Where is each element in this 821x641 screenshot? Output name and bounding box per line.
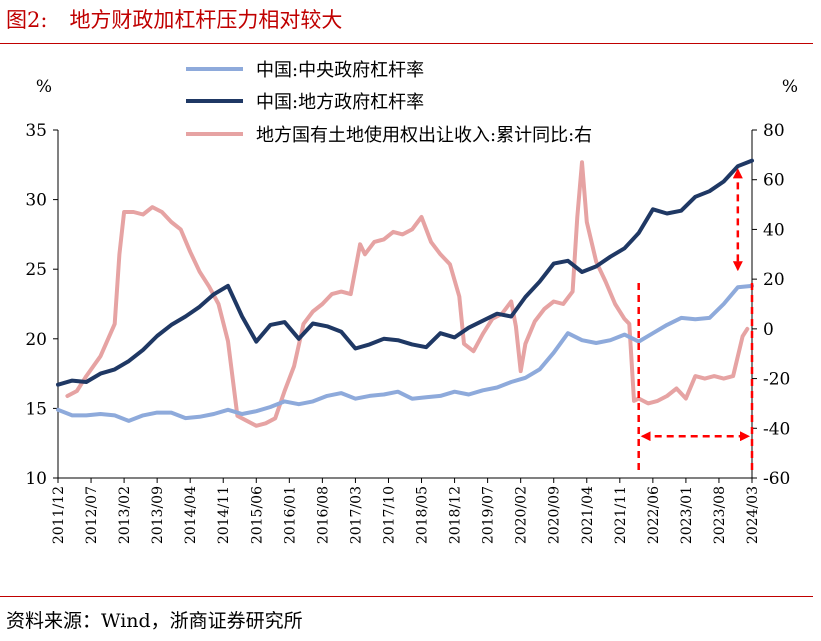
x-tick-label: 2012/07 <box>84 486 100 544</box>
figure-title: 图2: 地方财政加杠杆压力相对较大 <box>6 4 342 34</box>
bottom-rule <box>0 596 813 597</box>
central-gov-leverage-line <box>56 283 754 423</box>
x-tick-label: 2018/05 <box>415 486 431 544</box>
left-y-tick-label: 20 <box>25 330 47 350</box>
x-tick-label: 2017/03 <box>348 486 364 544</box>
x-tick-label: 2023/01 <box>679 486 695 544</box>
source-note: 资料来源：Wind，浙商证券研究所 <box>6 610 303 632</box>
right-y-tick-label: -60 <box>763 469 790 489</box>
x-tick-label: 2023/08 <box>712 486 728 544</box>
x-tick-label: 2014/11 <box>216 486 232 544</box>
right-y-tick-label: 0 <box>763 320 774 340</box>
x-tick-label: 2024/03 <box>745 486 761 544</box>
x-tick-label: 2016/08 <box>315 486 331 544</box>
x-tick-label: 2013/02 <box>117 486 133 544</box>
top-rule <box>0 43 813 44</box>
x-tick-label: 2021/04 <box>580 486 596 544</box>
x-tick-label: 2015/06 <box>249 486 265 544</box>
left-y-axis-label: % <box>36 77 52 97</box>
left-y-tick-label: 30 <box>25 191 47 211</box>
x-tick-label: 2020/09 <box>547 486 563 544</box>
x-tick-label: 2020/02 <box>514 486 530 544</box>
x-tick-label: 2011/12 <box>51 486 67 544</box>
legend-label: 中国:中央政府杠杆率 <box>256 60 424 81</box>
chart: 10 15 20 25 30 35 -60 -40 -20 0 20 40 60 80% % 2011/12 2… <box>25 60 798 544</box>
x-tick-label: 2014/04 <box>183 486 199 544</box>
right-y-tick-label: 40 <box>763 220 785 240</box>
figure-title-text: 地方财政加杠杆压力相对较大 <box>69 8 343 32</box>
left-y-tick-label: 25 <box>25 260 47 280</box>
land-revenue-yoy-line <box>65 160 750 428</box>
right-y-tick-label: -40 <box>763 419 790 439</box>
legend-label: 中国:地方政府杠杆率 <box>256 92 424 113</box>
left-y-tick-label: 15 <box>25 399 47 419</box>
legend-label: 地方国有土地使用权出让收入:累计同比:右 <box>256 125 592 146</box>
x-tick-label: 2019/07 <box>481 486 497 544</box>
right-y-axis-label: % <box>782 77 798 97</box>
chart-axes: 10 15 20 25 30 35 -60 -40 -20 0 20 40 60 80% % 2011/12 2… <box>25 77 798 544</box>
chart-series <box>56 158 754 428</box>
x-tick-label: 2017/10 <box>381 486 397 544</box>
x-tick-label: 2018/12 <box>448 486 464 544</box>
x-tick-label: 2022/06 <box>646 486 662 544</box>
x-tick-label: 2021/11 <box>613 486 629 544</box>
chart-annotations <box>637 168 754 472</box>
left-y-tick-label: 10 <box>25 469 47 489</box>
right-y-tick-label: 60 <box>763 171 785 191</box>
figure-label: 图2: <box>6 8 48 32</box>
right-y-tick-label: -20 <box>763 370 790 390</box>
x-tick-label: 2016/01 <box>282 486 298 544</box>
x-tick-label: 2013/09 <box>150 486 166 544</box>
right-y-tick-label: 20 <box>763 270 785 290</box>
left-y-tick-label: 35 <box>25 121 47 141</box>
local-gov-leverage-line <box>56 158 754 387</box>
right-y-tick-label: 80 <box>763 121 785 141</box>
